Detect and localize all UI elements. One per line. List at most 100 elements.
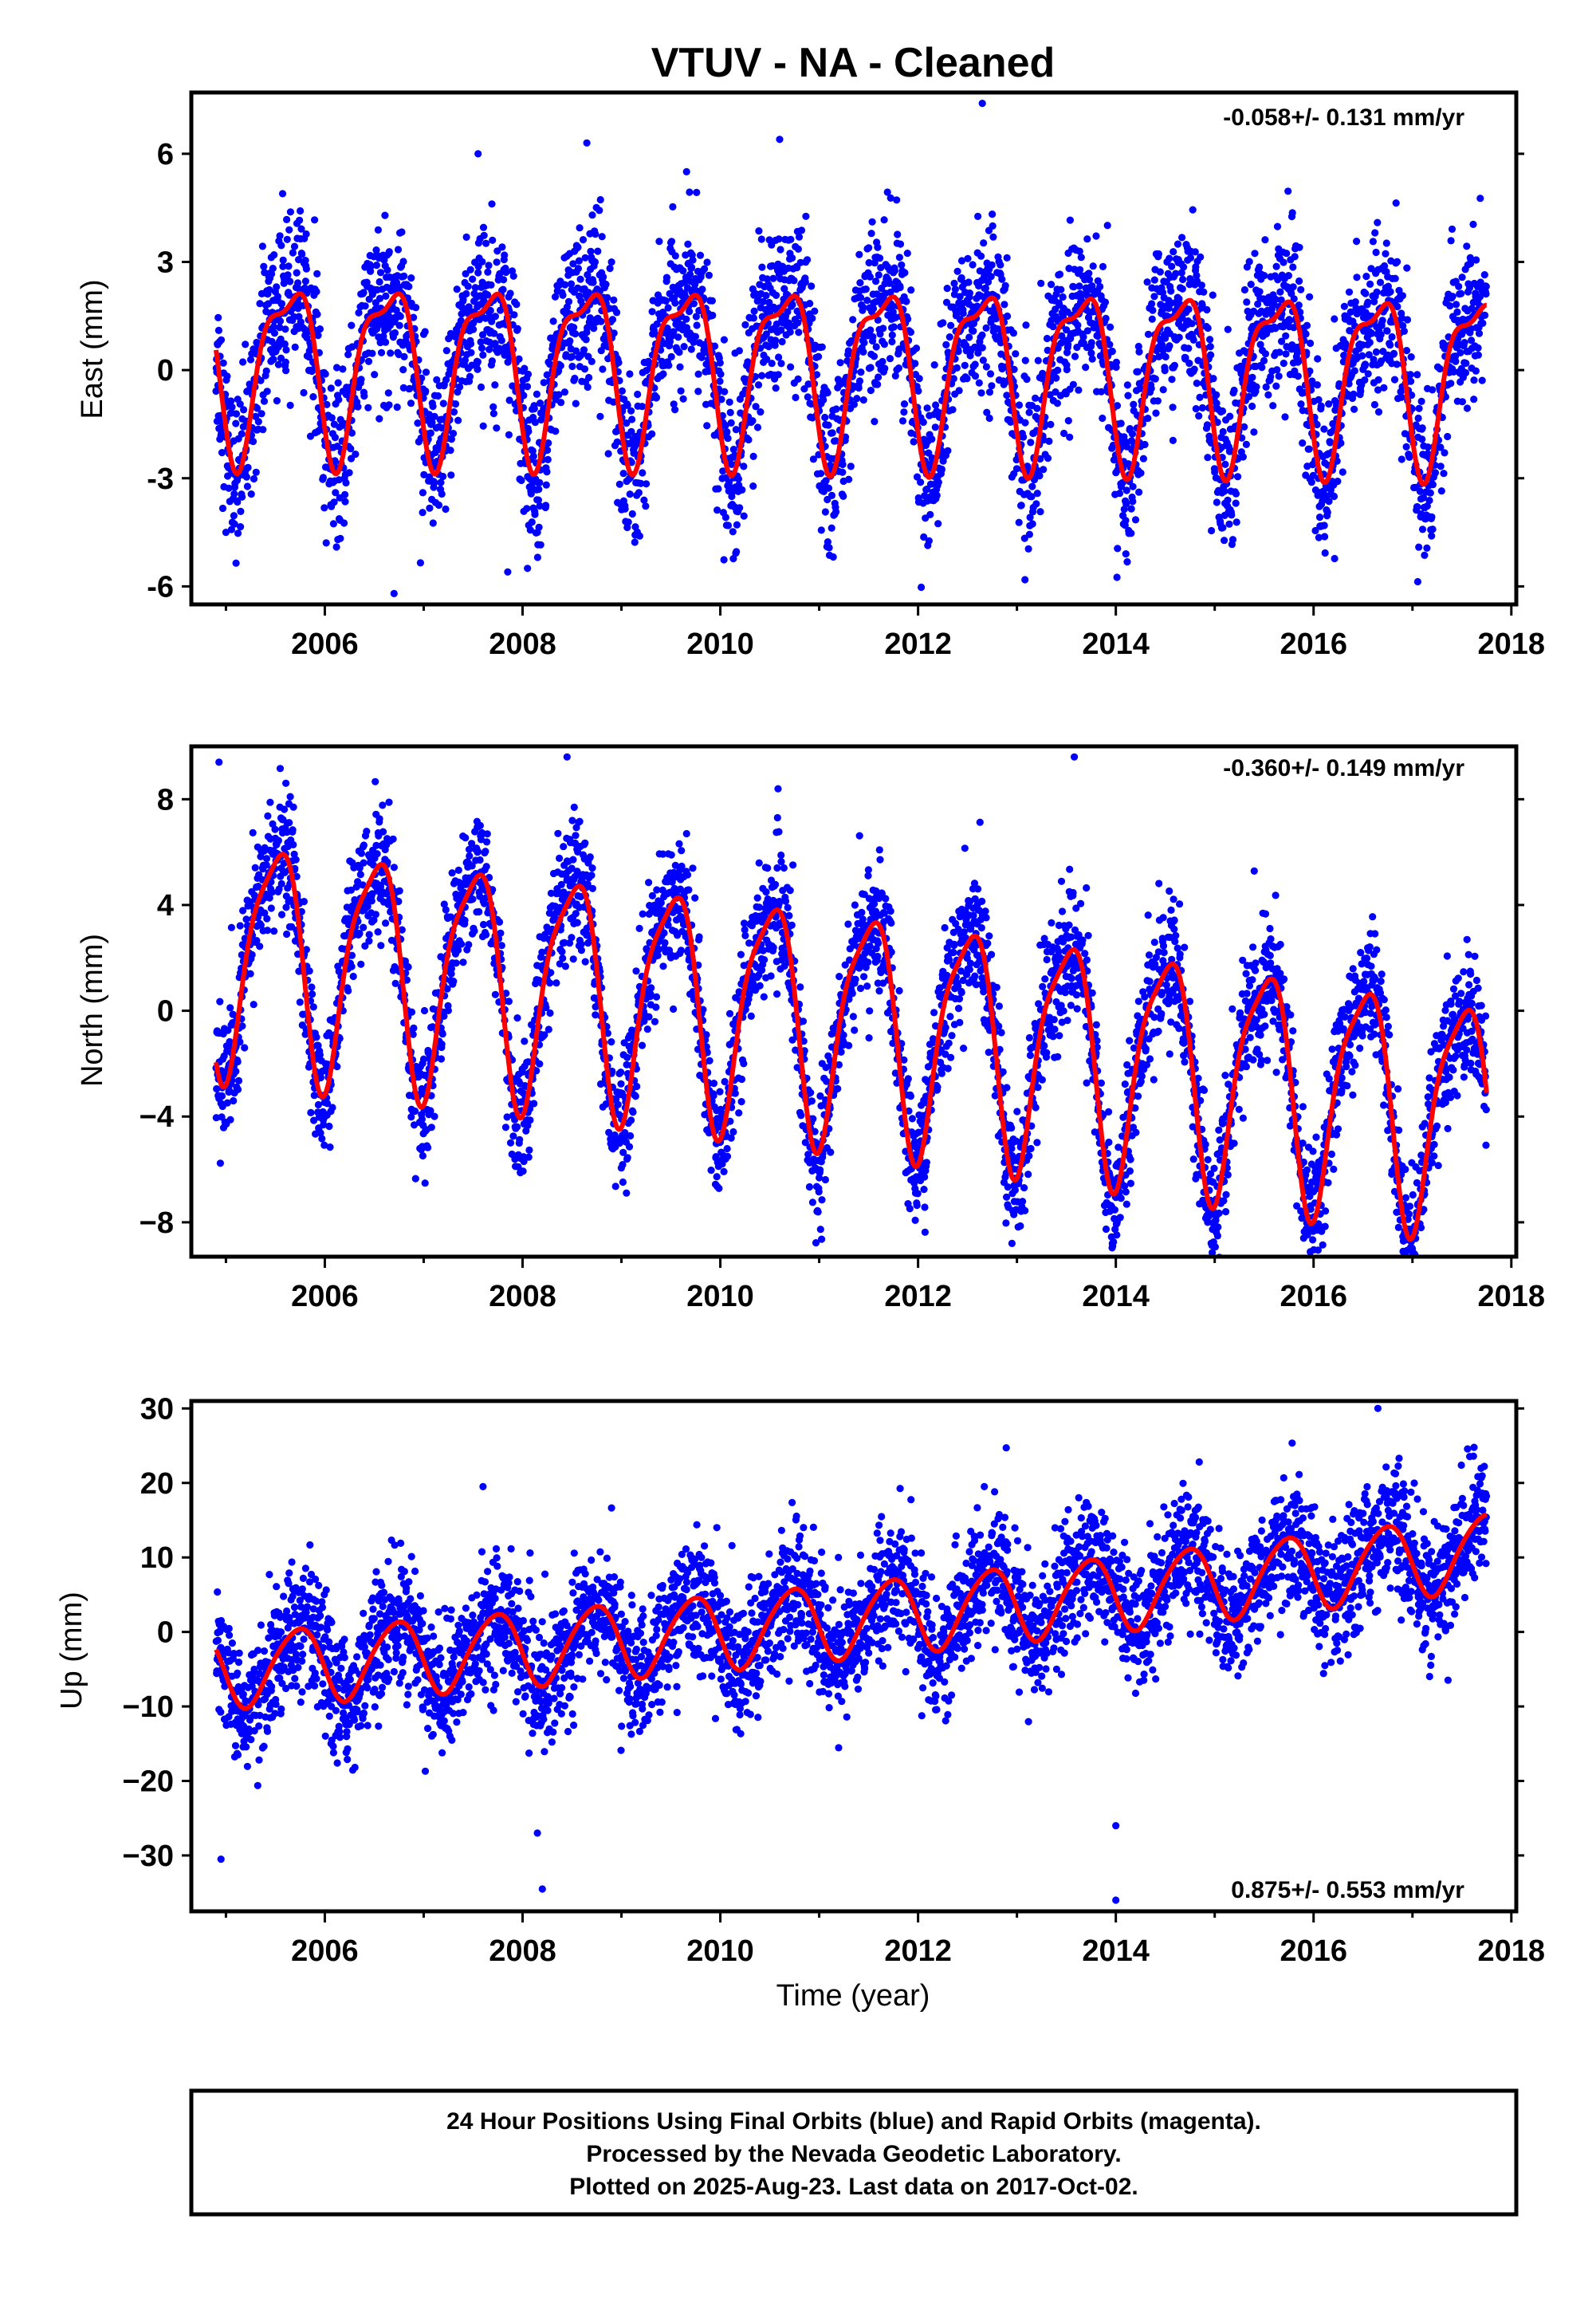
east-data-point [947,321,955,329]
east-data-point [1057,285,1065,293]
east-data-point [493,424,501,432]
east-data-point [1169,436,1177,445]
east-data-point [385,248,393,256]
east-rate-label: -0.058+/- 0.131 mm/yr [1223,104,1464,131]
east-data-point [1429,386,1437,394]
east-data-point [1437,487,1445,495]
east-data-point [454,416,462,424]
east-data-point [467,348,475,356]
east-data-point [491,381,499,389]
east-data-point [1382,250,1390,258]
east-data-point [603,293,611,301]
north-data-point [289,826,297,834]
east-data-point [1247,281,1255,289]
east-data-point [1092,232,1100,240]
east-data-point [776,246,784,254]
east-data-point [925,537,933,545]
east-data-point [1413,503,1421,511]
east-data-point [1428,513,1436,521]
east-data-point [886,279,894,287]
north-data-point [262,855,271,863]
east-data-point [931,423,939,431]
east-y-tick-label: 3 [157,246,174,279]
east-x-tick-label: 2010 [686,628,754,661]
east-data-point [1150,276,1158,284]
east-data-point [1418,525,1427,533]
east-data-point [249,438,257,446]
east-data-point [1124,392,1132,399]
east-data-point [698,353,706,361]
east-data-point [667,238,676,246]
east-data-point [723,428,731,436]
east-data-point [232,559,240,567]
east-data-point [880,340,888,348]
east-data-point [606,265,614,273]
east-data-point [540,379,548,387]
east-data-point [667,352,675,360]
east-data-point [774,371,782,379]
east-data-point [238,430,246,438]
east-data-point [1037,279,1045,287]
east-data-point [824,484,833,492]
east-data-point [988,382,996,390]
east-data-point [230,520,238,528]
east-data-point [544,446,552,455]
east-data-point [523,505,531,513]
east-data-point [277,300,286,308]
east-data-point [627,407,635,415]
east-data-point [845,475,853,483]
east-data-point [676,363,684,371]
east-data-point [421,328,429,336]
east-data-point [859,303,867,311]
east-data-point [675,348,683,356]
east-data-point [880,216,888,224]
east-data-point [901,269,909,277]
east-data-point [1353,274,1361,281]
east-data-point [989,211,997,218]
east-y-tick-label: 6 [157,138,174,171]
east-y-tick-label: -6 [147,570,174,604]
east-data-point [989,222,997,230]
east-data-point [405,282,413,290]
east-data-point [780,285,788,293]
east-data-point [285,226,293,234]
east-data-point [883,188,891,196]
east-data-point [1102,314,1110,322]
east-data-point [218,504,227,513]
east-data-point [1112,358,1120,366]
east-data-point [1021,576,1029,584]
east-data-point [244,463,252,472]
east-data-point [451,400,460,408]
east-data-point [1149,306,1157,314]
east-data-point [857,368,865,376]
east-data-point [907,286,915,294]
east-data-point [933,491,941,500]
east-data-point [330,498,338,506]
east-data-point [393,403,401,411]
east-data-point [1043,334,1052,343]
east-data-point [260,262,268,270]
east-data-point [1388,333,1396,341]
north-data-point [382,919,390,927]
east-data-point [1260,272,1268,280]
east-data-point [1015,401,1024,409]
east-data-point [664,304,672,312]
east-data-point [690,338,698,346]
east-data-point [827,524,835,532]
east-data-point [571,374,579,383]
east-data-point [557,399,565,407]
east-data-point [1480,271,1488,279]
east-data-point [1429,481,1437,489]
east-data-point [1260,356,1268,364]
north-data-point [437,1055,446,1063]
east-data-point [1373,288,1381,296]
east-data-point [1148,315,1156,323]
east-data-point [1325,400,1333,408]
east-data-point [867,230,875,238]
east-data-point [705,271,713,279]
east-data-point [1447,380,1455,388]
east-data-point [1317,402,1325,410]
east-data-point [301,277,309,285]
east-data-point [1206,336,1214,344]
east-data-point [1053,399,1061,407]
